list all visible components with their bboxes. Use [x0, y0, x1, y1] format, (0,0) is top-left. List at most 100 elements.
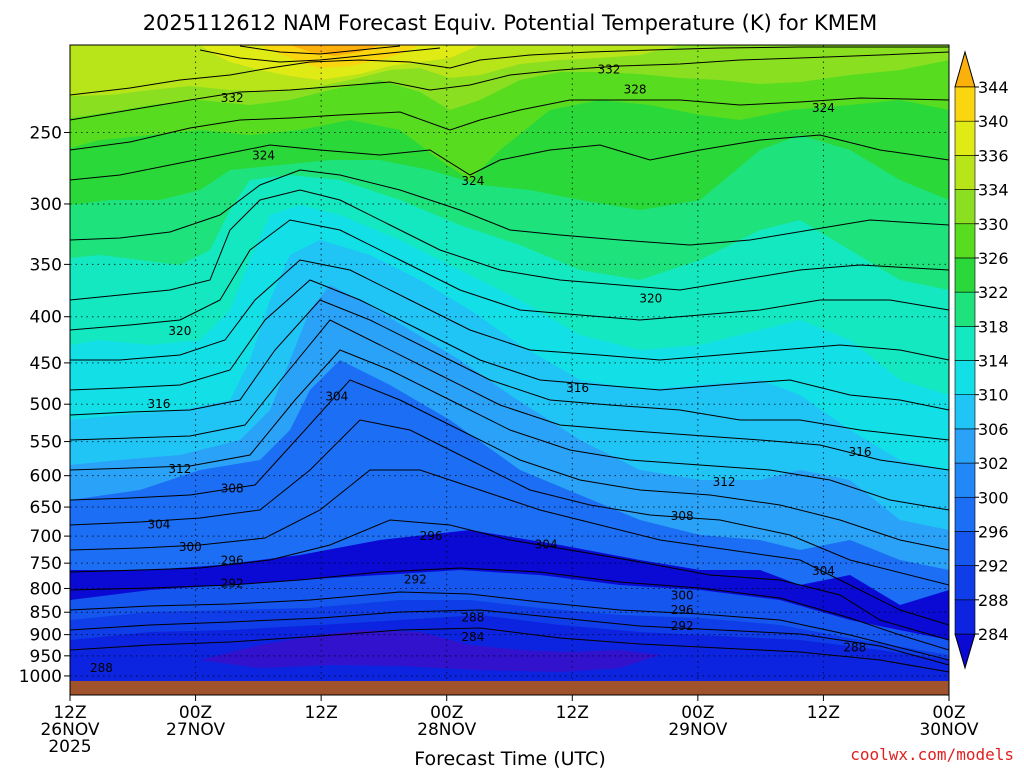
- x-tick-label: 29NOV: [668, 720, 727, 740]
- contour-label: 308: [671, 509, 694, 523]
- credit-text: coolwx.com/models: [850, 745, 1014, 764]
- colorbar-extend-min: [954, 633, 976, 670]
- colorbar-tick-label: 300: [978, 488, 1009, 507]
- colorbar-tick-label: 322: [978, 283, 1009, 302]
- chart-title: 2025112612 NAM Forecast Equiv. Potential…: [143, 11, 878, 35]
- colorbar-tick-label: 326: [978, 249, 1009, 268]
- y-tick-label: 900: [30, 626, 62, 646]
- colorbar-swatch: [954, 257, 976, 293]
- contour-label: 328: [624, 82, 647, 96]
- colorbar-swatch: [954, 291, 976, 327]
- x-gridlines: [195, 45, 824, 681]
- contour-label: 308: [221, 482, 244, 496]
- contour-label: 300: [671, 589, 694, 603]
- contour-label: 320: [168, 324, 191, 338]
- colorbar-swatch: [954, 565, 976, 601]
- colorbar-tick-label: 284: [978, 625, 1009, 644]
- colorbar-swatch: [954, 428, 976, 464]
- colorbar-swatch: [954, 462, 976, 498]
- x-tick-label: 27NOV: [166, 720, 225, 740]
- colorbar-swatch: [954, 360, 976, 395]
- contour-label: 304: [147, 518, 170, 532]
- contour-label: 296: [420, 529, 443, 543]
- y-tick-label: 850: [30, 603, 62, 623]
- contour-label: 324: [461, 174, 484, 188]
- contour-label: 288: [90, 661, 113, 675]
- y-tick-label: 500: [30, 395, 62, 415]
- y-tick-label: 1000: [19, 667, 62, 687]
- colorbar-swatch: [954, 189, 976, 225]
- x-tick-label: 30NOV: [919, 720, 978, 740]
- y-tick-label: 250: [30, 123, 62, 143]
- colorbar-tick-label: 336: [978, 146, 1009, 165]
- colorbar-swatch: [954, 599, 976, 635]
- colorbar-tick-label: 288: [978, 591, 1009, 610]
- colorbar-extend-max: [954, 50, 976, 88]
- contour-lines: [70, 45, 949, 673]
- contour-label: 304: [325, 389, 348, 403]
- contour-label: 304: [812, 564, 835, 578]
- contour-label: 304: [535, 537, 558, 551]
- band-346: [290, 45, 380, 56]
- y-axis: 250 300 350 400 450 500 550 600 650 700 750 800 850 9…: [19, 123, 70, 687]
- colorbar-tick-label: 292: [978, 557, 1009, 576]
- y-tick-label: 800: [30, 579, 62, 599]
- x-tick-label: 00Z: [430, 703, 463, 723]
- contour-label: 312: [713, 475, 736, 489]
- y-tick-label: 300: [30, 195, 62, 215]
- y-tick-label: 350: [30, 255, 62, 275]
- x-tick-label: 2025: [48, 737, 91, 757]
- colorbar-swatch: [954, 326, 976, 361]
- x-tick-label: 28NOV: [417, 720, 476, 740]
- contour-label: 324: [812, 101, 835, 115]
- y-tick-label: 950: [30, 647, 62, 667]
- contour-label: 284: [461, 630, 484, 644]
- ground-strip: [70, 681, 949, 695]
- x-tick-label: 12Z: [807, 703, 840, 723]
- y-tick-label: 550: [30, 433, 62, 453]
- colorbar-swatch: [954, 120, 976, 156]
- colorbar-tick-label: 310: [978, 386, 1009, 405]
- y-tick-label: 450: [30, 354, 62, 374]
- contour-label: 292: [221, 577, 244, 591]
- contour-label: 320: [639, 292, 662, 306]
- contour-label: 296: [671, 603, 694, 617]
- contour-label: 316: [566, 381, 589, 395]
- x-tick-label: 00Z: [681, 703, 714, 723]
- colorbar-tick-label: 302: [978, 454, 1009, 473]
- x-tick-label: 12Z: [53, 703, 86, 723]
- x-tick-label: 00Z: [932, 703, 965, 723]
- colorbar-tick-label: 330: [978, 215, 1009, 234]
- x-tick-label: 12Z: [305, 703, 338, 723]
- colorbar-swatch: [954, 86, 976, 122]
- contour-label: 292: [404, 573, 427, 587]
- contour-label-layer: 332 328 324 332 324 324 320 320 316 316 316 304 312 3…: [90, 63, 872, 675]
- colorbar-tick-label: 306: [978, 420, 1009, 439]
- contour-label: 288: [461, 611, 484, 625]
- colorbar-swatch: [954, 496, 976, 532]
- contour-label: 316: [147, 397, 170, 411]
- band-284: [200, 630, 660, 672]
- colorbar-swatch: [954, 531, 976, 566]
- contour-label: 332: [597, 63, 620, 77]
- contour-label: 288: [843, 640, 866, 654]
- colorbar-swatch: [954, 223, 976, 259]
- contour-label: 332: [221, 91, 244, 105]
- x-tick-label: 12Z: [556, 703, 589, 723]
- band-344: [260, 45, 420, 68]
- y-tick-label: 750: [30, 554, 62, 574]
- plot-area: 332 328 324 332 324 324 320 320 316 316 316 304 312 3…: [70, 45, 949, 681]
- contour-label: 324: [252, 148, 275, 162]
- plot-frame: [69, 44, 950, 696]
- colorbar-swatch: [954, 155, 976, 190]
- colorbar-swatch: [954, 394, 976, 430]
- colorbar-tick-label: 296: [978, 522, 1009, 541]
- contour-label: 300: [179, 540, 202, 554]
- colorbar-tick-label: 314: [978, 352, 1009, 371]
- x-tick-label: 00Z: [179, 703, 212, 723]
- contour-label: 312: [168, 462, 191, 476]
- colorbar-tick-label: 318: [978, 317, 1009, 336]
- colorbar: 284 288 292 296 300 302 306 310 314 318 322 326 330 3…: [954, 50, 1009, 670]
- contour-label: 316: [849, 445, 872, 459]
